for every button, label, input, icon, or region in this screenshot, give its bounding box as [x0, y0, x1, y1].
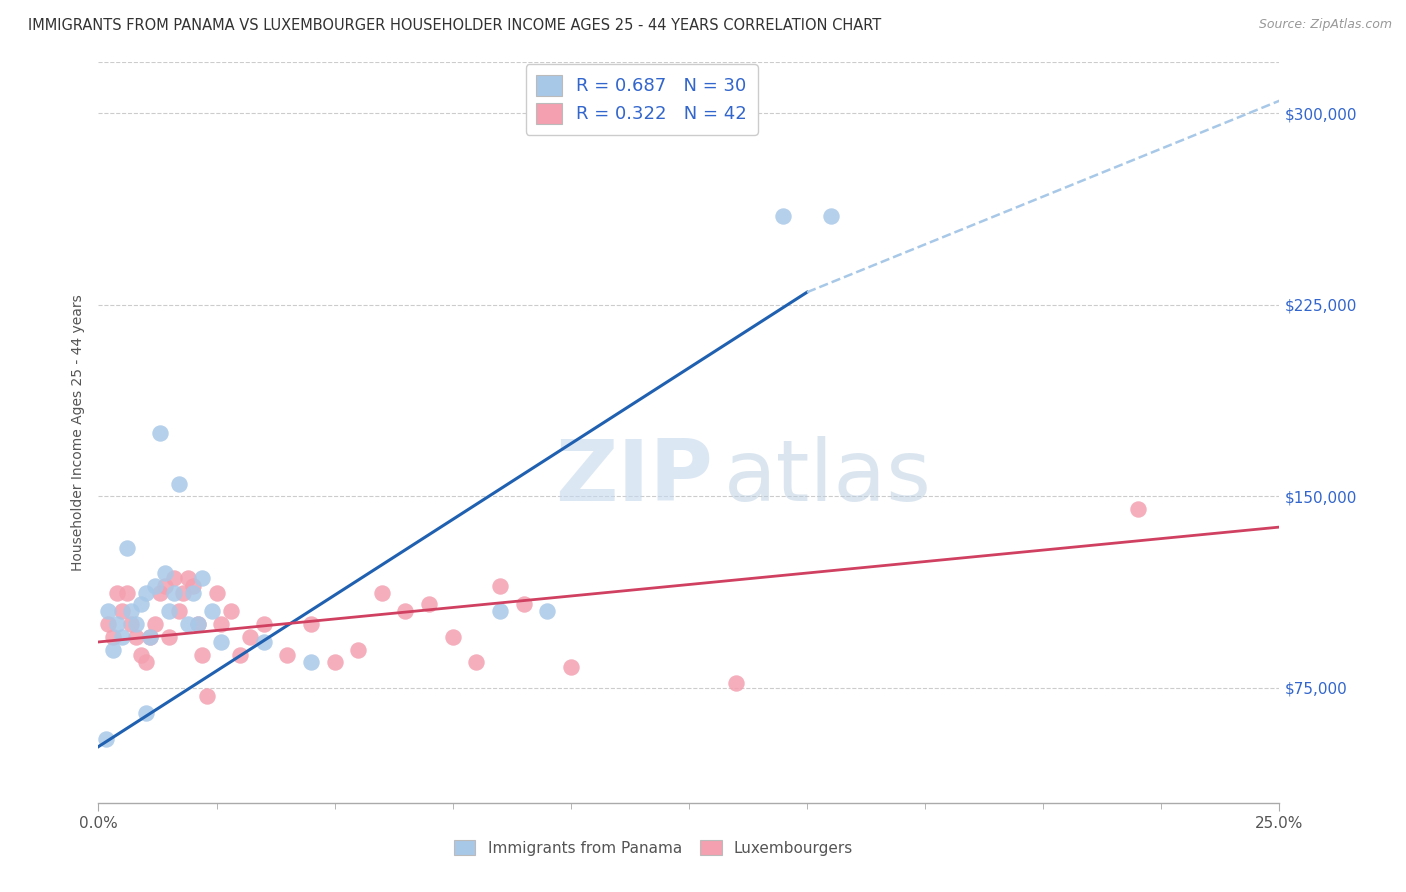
Point: [167, 604, 190, 618]
Point: [560, 660, 582, 674]
Point: [489, 579, 512, 593]
Point: [323, 656, 346, 670]
Point: [149, 425, 172, 440]
Point: [820, 209, 842, 223]
Point: [299, 656, 322, 670]
Text: IMMIGRANTS FROM PANAMA VS LUXEMBOURGER HOUSEHOLDER INCOME AGES 25 - 44 YEARS COR: IMMIGRANTS FROM PANAMA VS LUXEMBOURGER H…: [28, 18, 882, 33]
Point: [536, 604, 558, 618]
Point: [489, 604, 512, 618]
Point: [105, 586, 128, 600]
Point: [111, 630, 134, 644]
Point: [125, 617, 148, 632]
Point: [135, 586, 157, 600]
Text: ZIP: ZIP: [555, 435, 713, 518]
Point: [201, 604, 224, 618]
Point: [125, 630, 148, 644]
Point: [153, 566, 176, 580]
Point: [191, 571, 214, 585]
Point: [418, 597, 440, 611]
Point: [135, 656, 157, 670]
Point: [191, 648, 214, 662]
Point: [253, 635, 276, 649]
Point: [139, 630, 162, 644]
Point: [135, 706, 157, 721]
Point: [143, 579, 166, 593]
Text: atlas: atlas: [724, 435, 932, 518]
Point: [115, 541, 138, 555]
Point: [772, 209, 794, 223]
Point: [394, 604, 416, 618]
Point: [181, 579, 204, 593]
Point: [105, 617, 128, 632]
Point: [172, 586, 194, 600]
Point: [441, 630, 464, 644]
Point: [181, 586, 204, 600]
Point: [253, 617, 276, 632]
Point: [1126, 502, 1149, 516]
Text: Source: ZipAtlas.com: Source: ZipAtlas.com: [1258, 18, 1392, 31]
Point: [149, 586, 172, 600]
Point: [465, 656, 488, 670]
Point: [371, 586, 394, 600]
Point: [725, 675, 748, 690]
Point: [167, 476, 190, 491]
Point: [157, 630, 180, 644]
Point: [276, 648, 298, 662]
Point: [163, 586, 186, 600]
Point: [187, 617, 209, 632]
Point: [111, 604, 134, 618]
Point: [209, 635, 232, 649]
Point: [163, 571, 186, 585]
Point: [229, 648, 252, 662]
Point: [129, 597, 152, 611]
Point: [177, 617, 200, 632]
Point: [219, 604, 242, 618]
Legend: Immigrants from Panama, Luxembourgers: Immigrants from Panama, Luxembourgers: [449, 834, 859, 862]
Point: [121, 604, 143, 618]
Point: [139, 630, 162, 644]
Y-axis label: Householder Income Ages 25 - 44 years: Householder Income Ages 25 - 44 years: [72, 294, 86, 571]
Point: [101, 642, 124, 657]
Point: [101, 630, 124, 644]
Point: [129, 648, 152, 662]
Point: [177, 571, 200, 585]
Point: [94, 731, 117, 746]
Point: [115, 586, 138, 600]
Point: [97, 617, 120, 632]
Point: [195, 689, 218, 703]
Point: [299, 617, 322, 632]
Point: [121, 617, 143, 632]
Point: [153, 579, 176, 593]
Point: [205, 586, 228, 600]
Point: [187, 617, 209, 632]
Point: [209, 617, 232, 632]
Point: [157, 604, 180, 618]
Point: [239, 630, 262, 644]
Point: [347, 642, 370, 657]
Point: [512, 597, 534, 611]
Point: [143, 617, 166, 632]
Point: [97, 604, 120, 618]
